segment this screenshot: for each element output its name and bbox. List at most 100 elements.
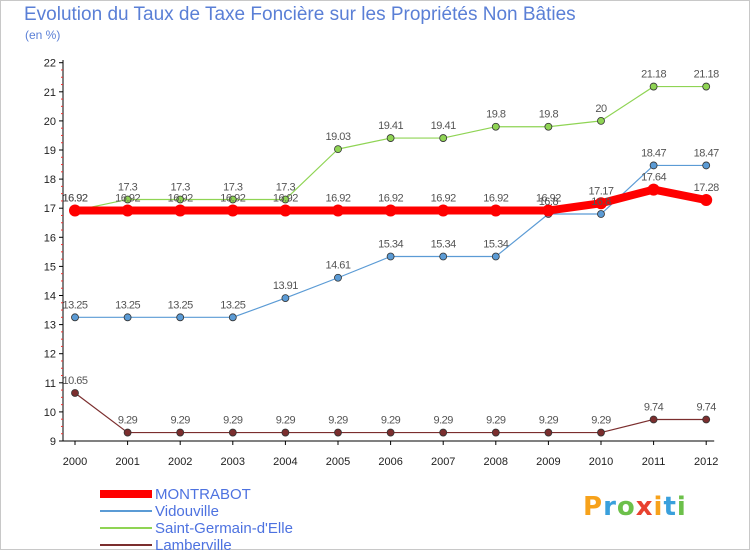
data-label: 13.91 [273, 280, 298, 292]
data-point [228, 428, 237, 437]
data-point [279, 204, 292, 217]
chart-series [69, 82, 713, 437]
x-tick-label: 2011 [642, 456, 666, 468]
data-point [700, 194, 713, 207]
x-tick-label: 2004 [273, 456, 297, 468]
legend-swatch [100, 510, 152, 512]
data-label: 9.29 [118, 415, 138, 427]
y-tick-label: 22 [44, 58, 56, 70]
x-tick-label: 2002 [168, 456, 192, 468]
x-tick-label: 2010 [589, 456, 613, 468]
data-label: 16.92 [325, 193, 350, 205]
data-point [334, 145, 342, 154]
y-tick-label: 17 [44, 203, 56, 215]
y-tick-label: 15 [44, 261, 56, 273]
data-point [226, 204, 239, 217]
y-tick-label: 18 [44, 174, 56, 186]
data-label: 15.34 [483, 239, 508, 251]
legend-label: Vidouville [155, 503, 219, 520]
legend-swatch [100, 527, 152, 529]
data-point [174, 204, 187, 217]
data-point [71, 389, 79, 397]
data-point [228, 195, 237, 204]
data-point [123, 428, 132, 437]
data-label: 9.29 [328, 415, 348, 427]
data-label: 9.29 [433, 415, 453, 427]
data-label: 19.41 [378, 120, 403, 132]
data-label: 16.92 [115, 193, 140, 205]
x-tick-label: 2007 [431, 456, 455, 468]
data-point [489, 204, 502, 217]
logo-letter: i [676, 492, 687, 522]
y-tick-label: 10 [44, 407, 56, 419]
x-tick-label: 2005 [326, 456, 350, 468]
logo-letter: t [663, 492, 677, 522]
x-tick-label: 2012 [694, 456, 718, 468]
data-point [439, 428, 448, 437]
data-label: 21.18 [694, 69, 719, 81]
x-tick-label: 2003 [221, 456, 245, 468]
data-label: 20 [595, 103, 607, 115]
x-tick-label: 2000 [63, 456, 87, 468]
data-label: 21.18 [641, 69, 666, 81]
data-label: 14.61 [325, 260, 350, 272]
data-label: 16.8 [539, 196, 559, 208]
data-label: 17.3 [118, 181, 138, 193]
data-label: 16.92 [483, 193, 508, 205]
data-label: 17.3 [276, 181, 296, 193]
legend-label: Lamberville [155, 537, 232, 554]
data-point [544, 428, 553, 437]
data-label: 17.3 [223, 181, 243, 193]
x-tick-label: 2001 [115, 456, 139, 468]
data-label: 9.29 [486, 415, 506, 427]
data-label: 19.03 [325, 131, 350, 143]
data-label: 15.34 [378, 239, 403, 251]
data-point [228, 313, 237, 322]
series-lamberville [71, 389, 711, 437]
data-label: 18.47 [641, 147, 666, 159]
data-point [439, 134, 448, 142]
data-point [123, 195, 132, 204]
data-point [384, 204, 397, 217]
data-point [649, 161, 658, 170]
data-point [597, 210, 605, 218]
data-point [649, 415, 658, 424]
legend-label: Saint-Germain-d'Elle [155, 520, 293, 537]
data-point [281, 294, 290, 303]
data-label: 16.92 [220, 193, 245, 205]
data-point [647, 183, 660, 196]
data-label: 18.47 [694, 147, 719, 159]
series-montrabot [69, 183, 713, 217]
data-point [121, 204, 134, 217]
data-point [281, 428, 290, 437]
y-tick-label: 16 [44, 232, 56, 244]
data-label: 13.25 [62, 299, 87, 311]
legend-swatch [100, 544, 152, 546]
data-label: 13.25 [220, 299, 245, 311]
data-point [597, 428, 605, 437]
data-point [491, 122, 500, 131]
x-tick-label: 2006 [378, 456, 402, 468]
x-tick-label: 2009 [536, 456, 560, 468]
data-point [702, 415, 711, 424]
data-point [491, 428, 500, 437]
data-label: 10.65 [62, 375, 87, 387]
data-point [437, 204, 450, 217]
data-point [176, 313, 185, 322]
data-label: 9.74 [644, 401, 664, 413]
data-point [386, 252, 395, 261]
data-point [649, 82, 658, 91]
y-tick-label: 13 [44, 320, 56, 332]
data-point [702, 82, 711, 91]
data-label: 17.28 [694, 182, 719, 194]
data-label: 9.29 [170, 415, 190, 427]
data-label: 16.92 [273, 193, 298, 205]
data-label: 17.3 [170, 181, 190, 193]
data-point [334, 273, 342, 282]
data-label: 13.25 [168, 299, 193, 311]
data-point [544, 122, 553, 131]
series-line [74, 392, 707, 434]
